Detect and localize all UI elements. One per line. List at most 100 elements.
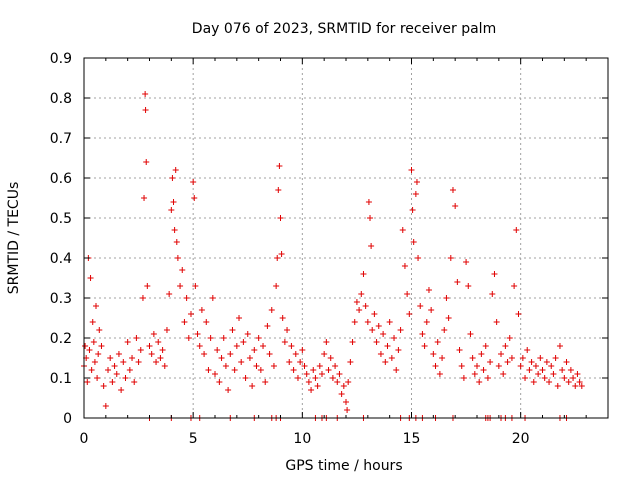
data-point: [292, 351, 299, 357]
data-point: [276, 163, 283, 169]
data-point: [421, 343, 428, 349]
data-point: [367, 215, 374, 221]
data-point: [467, 331, 474, 337]
data-point: [129, 355, 136, 361]
data-point: [209, 295, 216, 301]
data-point: [286, 359, 293, 365]
chart-title: Day 076 of 2023, SRMTID for receiver pal…: [192, 21, 496, 37]
data-point: [578, 383, 585, 389]
data-point: [410, 239, 417, 245]
data-point: [161, 363, 168, 369]
data-point: [541, 375, 548, 381]
data-point: [251, 347, 258, 353]
data-point: [338, 391, 345, 397]
data-point: [274, 255, 281, 261]
data-point: [91, 359, 98, 365]
y-tick-label: 0.9: [50, 51, 72, 67]
data-point: [196, 343, 203, 349]
data-point: [495, 363, 502, 369]
data-point: [360, 271, 367, 277]
data-point: [231, 367, 238, 373]
data-point: [171, 227, 178, 233]
data-point: [321, 351, 328, 357]
data-point: [345, 379, 352, 385]
data-point: [382, 359, 389, 365]
data-point: [344, 407, 351, 413]
data-point: [192, 283, 199, 289]
data-point: [133, 335, 140, 341]
data-point: [419, 331, 426, 337]
data-point: [556, 343, 563, 349]
data-point: [94, 375, 101, 381]
data-point: [284, 327, 291, 333]
data-point: [93, 303, 100, 309]
data-point: [406, 311, 413, 317]
data-point: [122, 375, 129, 381]
data-point: [380, 331, 387, 337]
data-point: [153, 359, 160, 365]
data-point: [318, 371, 325, 377]
data-point: [327, 355, 334, 361]
data-point: [190, 179, 197, 185]
y-tick-label: 0.2: [50, 331, 72, 347]
data-point: [356, 307, 363, 313]
data-point: [323, 339, 330, 345]
data-point: [98, 343, 105, 349]
data-point: [218, 355, 225, 361]
data-point: [375, 323, 382, 329]
y-tick-label: 0.3: [50, 291, 72, 307]
data-point: [264, 323, 271, 329]
data-point: [570, 375, 577, 381]
data-point: [273, 283, 280, 289]
data-point: [550, 371, 557, 377]
data-point: [141, 195, 148, 201]
data-point: [166, 291, 173, 297]
data-point: [216, 379, 223, 385]
data-point: [447, 255, 454, 261]
y-tick-label: 0.6: [50, 171, 72, 187]
data-point: [229, 327, 236, 333]
data-point: [238, 359, 245, 365]
data-point: [369, 327, 376, 333]
data-point: [183, 295, 190, 301]
x-axis-label: GPS time / hours: [285, 458, 402, 474]
data-point: [432, 363, 439, 369]
data-point: [325, 367, 332, 373]
data-point: [278, 251, 285, 257]
data-point: [249, 383, 256, 389]
data-point: [163, 327, 170, 333]
data-point: [88, 367, 95, 373]
data-point: [86, 347, 93, 353]
data-point: [465, 283, 472, 289]
data-point: [275, 187, 282, 193]
data-point: [124, 339, 131, 345]
data-points: [81, 91, 585, 421]
data-point: [401, 263, 408, 269]
data-point: [137, 347, 144, 353]
data-point: [504, 359, 511, 365]
data-point: [347, 359, 354, 365]
axis-ticks: 0 0.1 0.2 0.3 0.4 0.5 0.6 0.7 0.8 0.9 0 5 10 15 20: [50, 51, 608, 447]
data-point: [460, 375, 467, 381]
data-point: [174, 255, 181, 261]
x-tick-label: 10: [293, 431, 311, 447]
data-point: [146, 343, 153, 349]
data-point: [118, 387, 125, 393]
data-point: [515, 311, 522, 317]
data-point: [524, 347, 531, 353]
data-point: [187, 311, 194, 317]
data-point: [559, 367, 566, 373]
data-point: [135, 359, 142, 365]
y-tick-label: 0.1: [50, 371, 72, 387]
data-point: [191, 195, 198, 201]
data-point: [506, 335, 513, 341]
grid-lines: [84, 58, 608, 418]
data-point: [266, 351, 273, 357]
x-tick-label: 20: [512, 431, 530, 447]
data-point: [567, 367, 574, 373]
data-point: [255, 335, 262, 341]
data-point: [227, 351, 234, 357]
data-point: [340, 383, 347, 389]
x-tick-label: 15: [403, 431, 421, 447]
data-point: [288, 343, 295, 349]
